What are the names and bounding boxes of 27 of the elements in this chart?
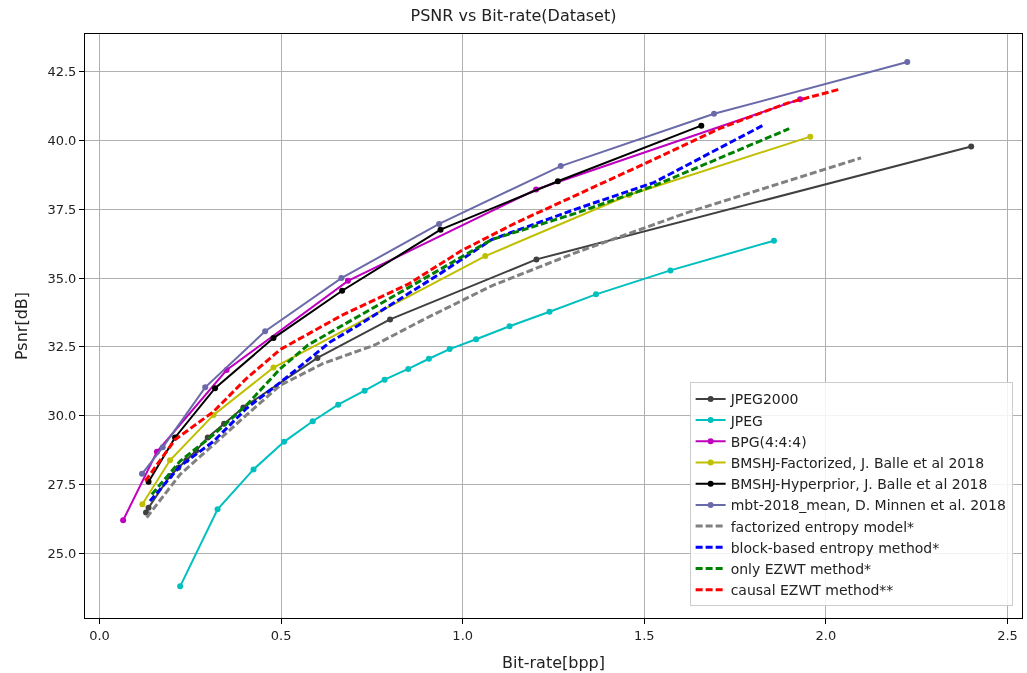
x-tick-label: 0.0 [89,627,110,643]
x-axis-title: Bit-rate[bpp] [502,653,605,673]
legend-label: factorized entropy model* [730,518,915,535]
y-tick-label: 30.0 [47,408,77,424]
x-tick-label: 1.0 [452,627,474,643]
y-tick-label: 40.0 [47,133,77,149]
legend-label: BMSHJ-Hyperprior, J. Balle et al 2018 [730,476,988,493]
y-tick-label: 37.5 [47,201,77,217]
x-tick-label: 1.5 [633,627,655,643]
y-axis-title: Psnr[dB] [12,291,32,361]
y-tick-label: 42.5 [47,64,77,80]
legend-label: JPEG [729,412,763,429]
legend-label: JPEG2000 [729,391,799,408]
x-tick-label: 2.5 [997,627,1018,643]
x-tick-label: 2.0 [815,627,837,643]
y-tick-label: 27.5 [47,477,77,493]
x-tick-label: 0.5 [270,627,292,643]
legend-label: BPG(4:4:4) [730,433,807,450]
legend-label: mbt-2018_mean, D. Minnen et al. 2018 [730,497,1006,514]
y-tick-label: 32.5 [47,339,77,355]
chart-title: PSNR vs Bit-rate(Dataset) [410,6,617,26]
legend-label: block-based entropy method* [730,539,940,556]
y-tick-label: 35.0 [47,270,77,286]
legend-label: causal EZWT method** [730,582,894,599]
legend-label: only EZWT method* [730,560,872,577]
y-tick-label: 25.0 [47,545,77,561]
legend-label: BMSHJ-Factorized, J. Balle et al 2018 [730,454,985,471]
